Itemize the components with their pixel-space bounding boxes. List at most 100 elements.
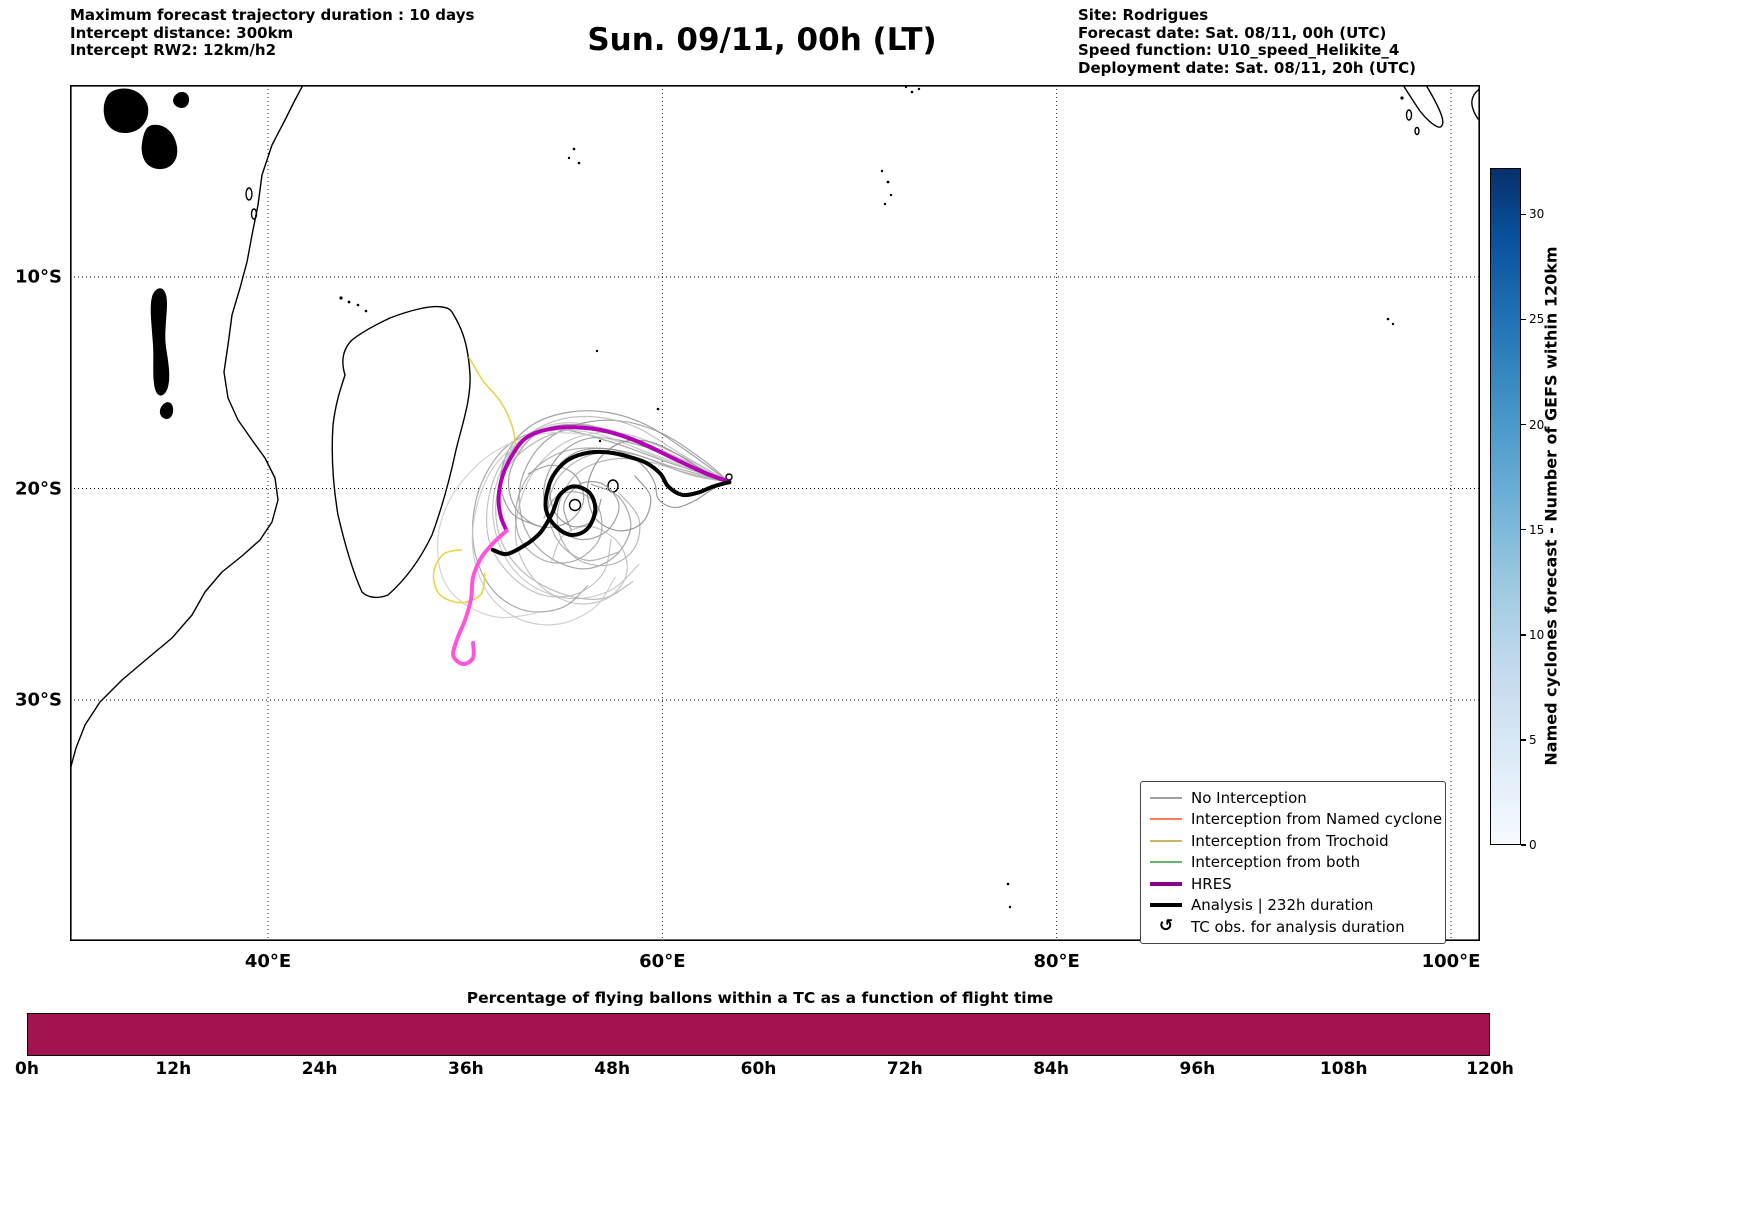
mauritius-island bbox=[607, 479, 619, 493]
zanzibar-island bbox=[245, 187, 253, 201]
tromelin-island bbox=[598, 439, 602, 443]
legend-swatch-svg bbox=[1150, 840, 1182, 842]
forecast-date-text: Forecast date: Sat. 08/11, 00h (UTC) bbox=[1078, 23, 1387, 42]
legend-swatch-svg bbox=[1150, 903, 1182, 908]
map-plot bbox=[70, 85, 1480, 941]
legend-swatch-svg bbox=[1150, 861, 1182, 863]
lake-rukwa bbox=[141, 124, 178, 170]
legend-line-swatch bbox=[1149, 834, 1183, 848]
seychelles-island-3 bbox=[567, 156, 571, 160]
chagos-atoll-3 bbox=[889, 193, 893, 197]
colorbar-tick-mark bbox=[1521, 318, 1526, 321]
legend-item-label: No Interception bbox=[1191, 788, 1307, 807]
chagos-atoll bbox=[880, 169, 884, 173]
deployment-date-text: Deployment date: Sat. 08/11, 20h (UTC) bbox=[1078, 58, 1416, 77]
track-hres-upper bbox=[496, 425, 732, 533]
colorbar-tick-label: 0 bbox=[1529, 838, 1537, 852]
seychelles-island-2 bbox=[577, 161, 581, 165]
mentawai-island-2 bbox=[1414, 126, 1420, 136]
legend-swatch-svg bbox=[1150, 818, 1182, 820]
comoros-island-3 bbox=[356, 303, 360, 307]
chagos-atoll-4 bbox=[883, 202, 887, 206]
header-right: Site: Rodrigues Forecast date: Sat. 08/1… bbox=[1078, 6, 1416, 77]
track-gefs-09 bbox=[500, 410, 730, 528]
track-gefs-11 bbox=[471, 429, 730, 626]
legend-item-label: Analysis | 232h duration bbox=[1191, 896, 1374, 915]
maldives-atoll-3 bbox=[917, 87, 921, 91]
legend-item-interception-from-both: Interception from both bbox=[1149, 852, 1437, 874]
madagascar-coastline bbox=[331, 305, 471, 599]
flight-time-tick-label: 120h bbox=[1466, 1059, 1514, 1079]
colorbar-tick-mark bbox=[1521, 528, 1526, 531]
lake-chilwa bbox=[159, 402, 174, 420]
legend-item-no-interception: No Interception bbox=[1149, 787, 1437, 809]
map-frame bbox=[70, 85, 1480, 941]
amsterdam-island bbox=[1006, 882, 1010, 886]
colorbar-tick-mark bbox=[1521, 423, 1526, 426]
colorbar-tick-mark bbox=[1521, 213, 1526, 215]
track-hres-lower bbox=[451, 528, 509, 667]
track-gefs-10 bbox=[556, 457, 730, 567]
track-gefs-08 bbox=[471, 428, 730, 613]
track-trochoid-2 bbox=[432, 549, 486, 604]
header-left: Maximum forecast trajectory duration : 1… bbox=[70, 6, 474, 60]
mentawai-island bbox=[1405, 109, 1413, 121]
chagos-atoll-2 bbox=[886, 180, 890, 184]
track-gefs-12 bbox=[586, 439, 730, 532]
flight-time-tick-label: 0h bbox=[15, 1059, 39, 1079]
legend-line-swatch bbox=[1149, 898, 1183, 912]
rodrigues-island bbox=[725, 473, 733, 481]
track-gefs-14 bbox=[485, 415, 730, 598]
legend-item-hres: HRES bbox=[1149, 873, 1437, 895]
site-text: Site: Rodrigues bbox=[1078, 6, 1209, 24]
flight-time-tick-label: 108h bbox=[1319, 1059, 1368, 1079]
intercept-rw2-text: Intercept RW2: 12km/h2 bbox=[70, 41, 277, 59]
colorbar-tick-label: 25 bbox=[1529, 312, 1545, 327]
legend-item-interception-from-trochoid: Interception from Trochoid bbox=[1149, 830, 1437, 852]
bottom-chart-axes bbox=[27, 1013, 1490, 1056]
intercept-distance-text: Intercept distance: 300km bbox=[70, 23, 294, 42]
mayotte-island bbox=[364, 309, 368, 313]
flight-time-tick-label: 72h bbox=[886, 1059, 923, 1079]
legend-line-swatch bbox=[1149, 791, 1183, 805]
tc-obs-icon: ↺ bbox=[1158, 916, 1174, 937]
seychelles-island bbox=[572, 147, 576, 151]
colorbar-tick-label: 20 bbox=[1529, 417, 1545, 432]
y-tick-label: 10°S bbox=[14, 266, 62, 288]
bottom-chart-title: Percentage of flying ballons within a TC… bbox=[466, 989, 1054, 1007]
maldives-atoll-2 bbox=[910, 90, 914, 94]
colorbar bbox=[1490, 168, 1521, 845]
colorbar-tick-label: 30 bbox=[1529, 207, 1545, 222]
x-tick-label: 80°E bbox=[1033, 951, 1080, 972]
flight-time-tick-label: 48h bbox=[594, 1059, 631, 1079]
trajectory-tracks bbox=[432, 356, 732, 667]
cocos-island bbox=[1386, 317, 1390, 321]
colorbar-tick-label: 10 bbox=[1529, 627, 1545, 642]
st-brandon-island bbox=[656, 407, 660, 411]
sumatra-coast-fragment bbox=[1471, 88, 1480, 122]
flight-time-tick-label: 24h bbox=[301, 1059, 338, 1079]
y-tick-label: 30°S bbox=[14, 689, 62, 711]
colorbar-tick-mark bbox=[1521, 634, 1526, 636]
legend-item-interception-from-named-cyclone: Interception from Named cyclone bbox=[1149, 809, 1442, 831]
legend-item-label: TC obs. for analysis duration bbox=[1191, 917, 1405, 936]
legend-swatch-svg bbox=[1150, 797, 1182, 799]
lakes bbox=[103, 88, 190, 420]
colorbar-tick-label: 15 bbox=[1529, 522, 1545, 537]
gridlines bbox=[70, 85, 1480, 941]
pemba-island bbox=[250, 208, 258, 220]
map-svg bbox=[70, 85, 1480, 941]
st-paul-island bbox=[1008, 905, 1012, 909]
lake-malawi bbox=[150, 288, 170, 396]
coastlines bbox=[70, 85, 1480, 771]
comoros-island-2 bbox=[347, 300, 351, 304]
africa-coastline bbox=[70, 85, 304, 771]
legend-line-swatch bbox=[1149, 877, 1183, 891]
flight-time-tick-label: 60h bbox=[740, 1059, 777, 1079]
x-tick-label: 100°E bbox=[1421, 951, 1481, 972]
sumatra-islet bbox=[1400, 96, 1404, 100]
legend-item-label: Interception from Trochoid bbox=[1191, 831, 1389, 850]
percentage-bar bbox=[28, 1014, 1489, 1055]
legend-item-label: HRES bbox=[1191, 874, 1232, 893]
